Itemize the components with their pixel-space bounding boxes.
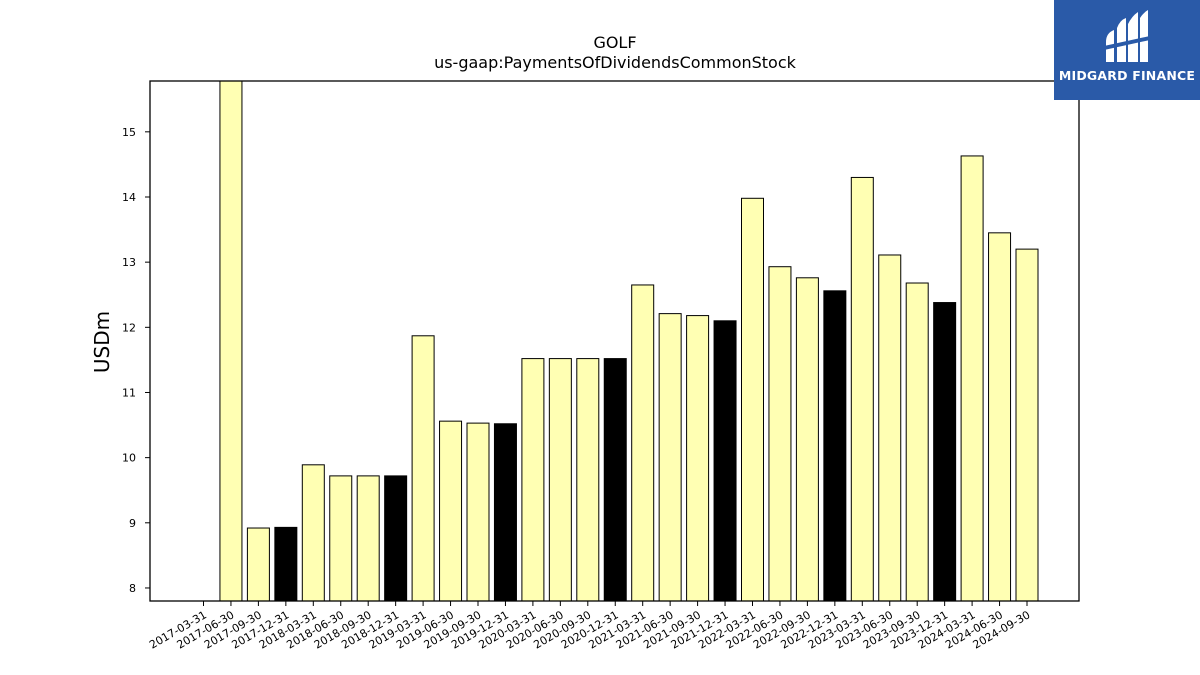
bar-2024-09-30	[1015, 248, 1039, 602]
bar-2021-12-31	[713, 320, 737, 602]
bar-2022-06-30	[768, 266, 792, 602]
bar-2021-06-30	[658, 313, 682, 602]
y-tick-label: 12	[122, 321, 136, 334]
bar-2018-03-31	[301, 464, 325, 602]
bar-2022-03-31	[741, 197, 764, 602]
bar-2024-06-30	[988, 232, 1012, 602]
bar-2023-03-31	[850, 176, 874, 602]
y-tick-label: 13	[122, 256, 136, 269]
y-tick-label: 15	[122, 126, 136, 139]
y-tick-label: 11	[122, 386, 136, 399]
bar-2020-03-31	[521, 358, 545, 602]
bar-2019-12-31	[493, 423, 517, 602]
bar-2018-06-30	[329, 475, 353, 602]
bars-group	[219, 80, 1039, 602]
bar-2021-09-30	[686, 315, 710, 602]
y-tick-label: 14	[122, 191, 136, 204]
bar-2018-09-30	[356, 475, 380, 602]
bar-2017-12-31	[274, 526, 298, 602]
bar-2019-06-30	[439, 420, 463, 602]
y-axis-ticks: 8 9 10 11 12 13 14 15	[122, 126, 150, 595]
bar-2023-06-30	[878, 254, 902, 602]
bar-2018-12-31	[384, 475, 408, 602]
bar-2020-12-31	[603, 358, 627, 602]
bar-2023-12-31	[933, 302, 957, 602]
bar-2020-09-30	[576, 358, 600, 602]
bar-2022-09-30	[795, 277, 819, 602]
bar-2019-09-30	[466, 422, 490, 602]
bar-2017-09-30	[246, 527, 270, 602]
midgard-logo-icon	[1104, 10, 1150, 62]
y-axis-label: USDm	[90, 311, 114, 373]
y-tick-label: 10	[122, 452, 136, 465]
bar-2024-03-31	[960, 155, 984, 602]
x-axis-ticks: 2017-03-312017-06-302017-09-302017-12-31…	[147, 601, 1033, 652]
midgard-finance-logo: MIDGARD FINANCE	[1054, 0, 1200, 100]
logo-text: MIDGARD FINANCE	[1058, 68, 1196, 83]
y-tick-label: 9	[129, 517, 136, 530]
bar-2019-03-31	[411, 335, 435, 602]
bar-2022-12-31	[823, 290, 847, 602]
plot-frame	[149, 80, 1080, 602]
y-tick-label: 8	[129, 582, 136, 595]
chart-title: GOLF	[593, 33, 636, 52]
chart-subtitle: us-gaap:PaymentsOfDividendsCommonStock	[434, 53, 797, 72]
bar-2020-06-30	[548, 358, 572, 602]
bar-2021-03-31	[631, 284, 655, 602]
bar-2023-09-30	[905, 282, 929, 602]
bar-2017-06-30	[219, 80, 243, 602]
